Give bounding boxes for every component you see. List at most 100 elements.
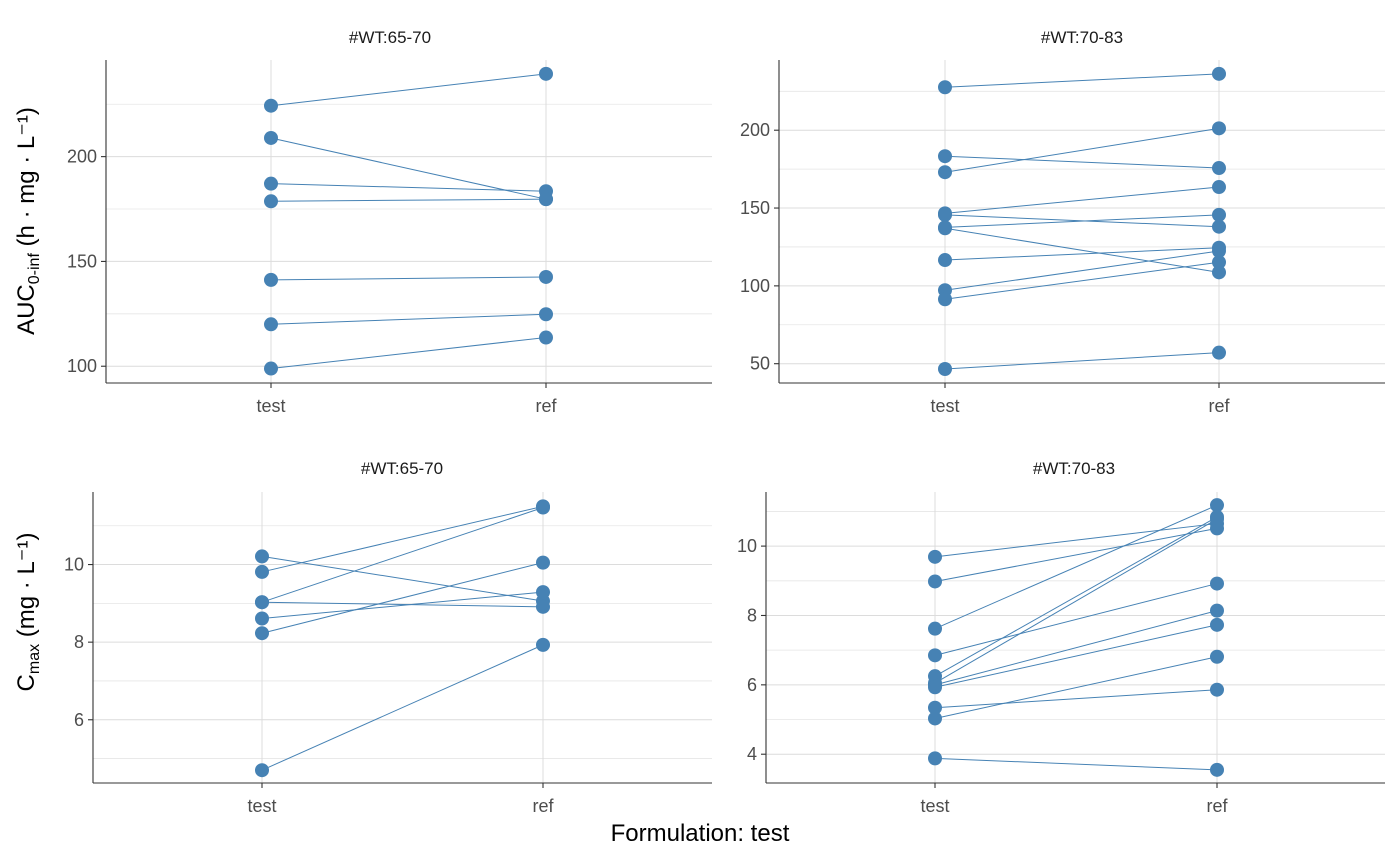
y-tick-label: 6	[74, 710, 84, 730]
data-point-ref	[1212, 161, 1226, 176]
y-tick-label: 150	[740, 198, 770, 218]
data-point-test	[938, 221, 952, 236]
x-tick-label-ref: ref	[532, 796, 554, 816]
data-point-test	[264, 272, 278, 287]
subject-line	[270, 337, 547, 370]
y-tick-label: 8	[74, 632, 84, 652]
subject-line	[944, 227, 1220, 273]
subject-line	[261, 505, 544, 573]
data-point-ref	[536, 585, 550, 600]
data-point-test	[928, 751, 942, 766]
data-point-ref	[1212, 66, 1226, 81]
data-point-ref	[1210, 512, 1224, 527]
data-point-test	[264, 194, 278, 209]
data-point-test	[938, 292, 952, 307]
subject-line	[944, 186, 1220, 214]
x-tick-label-ref: ref	[535, 396, 557, 416]
subject-line	[934, 527, 1218, 582]
data-point-test	[264, 176, 278, 191]
data-point-test	[255, 611, 269, 626]
data-point-test	[928, 680, 942, 695]
subject-line	[270, 313, 547, 325]
data-point-ref	[536, 555, 550, 570]
data-point-ref	[1210, 576, 1224, 591]
y-axis-title-auc: AUC0-inf (h · mg · L⁻¹)	[12, 107, 44, 335]
data-point-ref	[1212, 345, 1226, 360]
data-point-ref	[1212, 255, 1226, 270]
data-point-ref	[1212, 207, 1226, 222]
panel-title-4: #WT:70-83	[1032, 459, 1116, 478]
y-tick-label: 4	[747, 744, 757, 764]
y-tick-label: 10	[64, 555, 84, 575]
data-point-test	[255, 626, 269, 641]
x-tick-label-test: test	[930, 396, 959, 416]
data-point-test	[255, 595, 269, 610]
data-point-ref	[1210, 649, 1224, 664]
data-point-test	[938, 253, 952, 268]
y-title-units: (h · mg · L⁻¹)	[13, 107, 40, 254]
subject-line	[944, 247, 1220, 261]
y-tick-label: 6	[747, 675, 757, 695]
y-title-sub: 0-inf	[26, 253, 43, 285]
data-point-ref	[1212, 243, 1226, 258]
data-point-test	[264, 130, 278, 145]
y-tick-label: 100	[67, 356, 97, 376]
data-point-test	[264, 361, 278, 376]
data-point-ref	[539, 307, 553, 322]
x-tick-label-test: test	[256, 396, 285, 416]
data-point-test	[938, 207, 952, 222]
data-point-test	[255, 564, 269, 579]
data-point-ref	[539, 330, 553, 345]
data-point-test	[255, 549, 269, 564]
subject-line	[261, 644, 544, 771]
y-tick-label: 200	[67, 147, 97, 167]
y-title-main: AUC	[13, 284, 40, 335]
x-tick-label-ref: ref	[1206, 796, 1228, 816]
data-point-test	[938, 165, 952, 180]
subject-line	[934, 624, 1218, 688]
subject-line	[934, 518, 1218, 684]
data-point-test	[928, 621, 942, 636]
subject-line	[934, 757, 1218, 771]
data-point-ref	[539, 192, 553, 207]
subject-line	[944, 261, 1220, 300]
subject-line	[261, 601, 544, 608]
subject-line	[934, 504, 1218, 630]
subject-line	[270, 73, 547, 107]
panel-title-1: #WT:65-70	[348, 28, 432, 47]
subject-line	[944, 73, 1220, 88]
subject-line	[944, 352, 1220, 370]
y-tick-label: 8	[747, 605, 757, 625]
data-point-test	[255, 763, 269, 778]
y-tick-label: 100	[740, 276, 770, 296]
y-title-sub: max	[26, 643, 43, 675]
subject-line	[270, 198, 547, 202]
subject-line	[261, 555, 544, 602]
data-point-ref	[536, 599, 550, 614]
subject-line	[270, 137, 547, 200]
data-point-ref	[1210, 682, 1224, 697]
data-point-ref	[1212, 219, 1226, 234]
data-point-test	[928, 574, 942, 589]
data-point-test	[938, 361, 952, 376]
data-point-test	[928, 549, 942, 564]
data-point-test	[264, 317, 278, 332]
subject-line	[934, 610, 1218, 686]
x-axis-title: Formulation: test	[610, 820, 790, 847]
data-point-test	[928, 700, 942, 715]
data-point-test	[264, 98, 278, 113]
data-point-ref	[539, 66, 553, 81]
data-point-test	[928, 711, 942, 726]
data-point-ref	[536, 637, 550, 652]
subject-line	[934, 523, 1218, 558]
subject-line	[934, 656, 1218, 719]
subject-line	[944, 155, 1220, 169]
y-tick-label: 10	[737, 536, 757, 556]
subject-line	[934, 689, 1218, 709]
y-title-units: (mg · L⁻¹)	[13, 532, 40, 644]
subject-line	[934, 583, 1218, 656]
panel-title-3: #WT:65-70	[360, 459, 444, 478]
data-point-ref	[1210, 762, 1224, 777]
data-point-ref	[1212, 180, 1226, 195]
data-point-test	[938, 80, 952, 95]
